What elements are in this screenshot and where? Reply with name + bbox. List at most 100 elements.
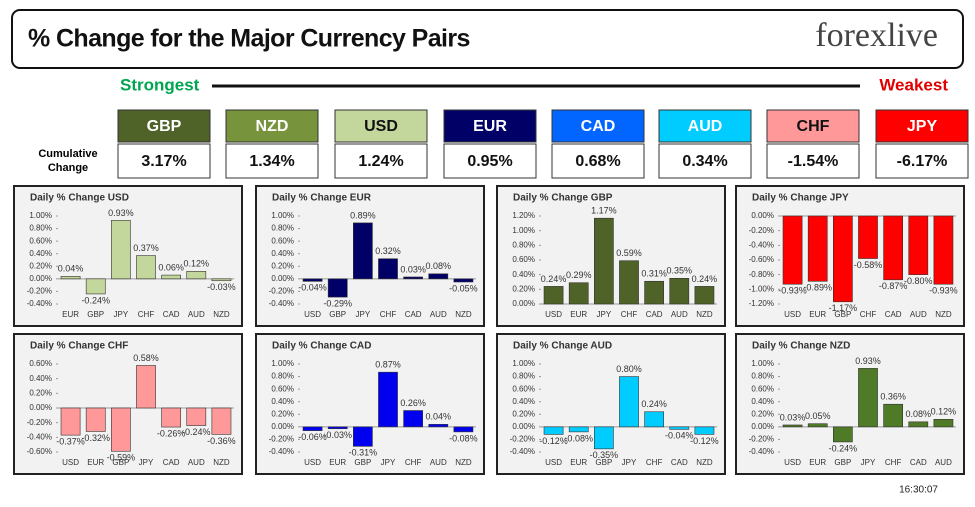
value-label: 0.37% xyxy=(133,243,159,253)
bar xyxy=(111,220,131,280)
x-tick-label: CHF xyxy=(885,458,902,467)
x-tick-label: CAD xyxy=(671,458,688,467)
y-tick-label: 0.40% xyxy=(271,397,294,406)
bar xyxy=(858,368,878,428)
value-label: -0.58% xyxy=(854,260,883,270)
y-tick-label: -0.80% xyxy=(749,270,774,279)
x-tick-label: CHF xyxy=(860,310,877,319)
value-label: 0.08% xyxy=(906,409,932,419)
bar xyxy=(644,411,664,428)
value-label: 0.87% xyxy=(375,360,401,370)
bar xyxy=(694,286,715,305)
chart-title: Daily % Change CAD xyxy=(272,341,371,352)
y-tick-label: -0.20% xyxy=(749,435,774,444)
value-label: -0.36% xyxy=(207,436,236,446)
y-tick-label: 0.00% xyxy=(271,422,294,431)
change-value: 1.24% xyxy=(358,153,403,170)
value-label: 0.32% xyxy=(375,246,401,256)
value-label: 0.36% xyxy=(880,392,906,402)
x-tick-label: GBP xyxy=(112,458,129,467)
x-tick-label: EUR xyxy=(809,458,826,467)
value-label: -0.12% xyxy=(539,436,568,446)
value-label: -0.24% xyxy=(182,427,211,437)
change-cell xyxy=(658,143,752,179)
x-tick-label: CHF xyxy=(405,458,422,467)
value-label: 0.58% xyxy=(133,353,159,363)
chart-title: Daily % Change USD xyxy=(30,193,129,204)
change-cell xyxy=(334,143,428,179)
value-label: 0.24% xyxy=(641,399,667,409)
bar xyxy=(136,365,156,409)
x-tick-label: USD xyxy=(62,458,79,467)
y-tick-label: -0.20% xyxy=(27,418,52,427)
x-tick-label: JPY xyxy=(861,458,876,467)
y-tick-label: 1.00% xyxy=(751,359,774,368)
x-tick-label: CAD xyxy=(885,310,902,319)
y-tick-label: 0.00% xyxy=(29,274,52,283)
chart-title: Daily % Change JPY xyxy=(752,193,849,204)
currency-name: EUR xyxy=(473,118,507,135)
currency-name: GBP xyxy=(147,118,182,135)
y-tick-label: 0.80% xyxy=(512,372,535,381)
value-label: -0.32% xyxy=(81,433,110,443)
bar xyxy=(428,273,449,280)
bar xyxy=(933,419,954,428)
y-tick-label: 0.60% xyxy=(29,359,52,368)
bar xyxy=(378,371,398,428)
value-label: 0.24% xyxy=(692,274,718,284)
y-tick-label: 0.60% xyxy=(29,236,52,245)
x-tick-label: AUD xyxy=(671,310,688,319)
value-label: -0.03% xyxy=(323,430,352,440)
currency-header xyxy=(766,109,860,143)
bar xyxy=(782,215,803,285)
x-tick-label: JPY xyxy=(381,458,396,467)
bar xyxy=(858,215,878,259)
value-label: -0.06% xyxy=(298,432,327,442)
x-tick-label: USD xyxy=(304,458,321,467)
chart-panel xyxy=(255,333,485,475)
value-label: 0.59% xyxy=(616,248,642,258)
bar xyxy=(807,215,828,282)
currency-header xyxy=(658,109,752,143)
bar xyxy=(807,423,828,428)
x-tick-label: CAD xyxy=(163,458,180,467)
chart-title: Daily % Change AUD xyxy=(513,341,612,352)
x-tick-label: CHF xyxy=(138,310,155,319)
x-tick-label: USD xyxy=(545,310,562,319)
y-tick-label: 0.60% xyxy=(751,384,774,393)
y-tick-label: 1.00% xyxy=(512,359,535,368)
x-tick-label: NZD xyxy=(213,310,230,319)
bar xyxy=(353,222,373,280)
bar xyxy=(211,278,232,282)
value-label: -0.08% xyxy=(564,433,593,443)
strongest-label: Strongest xyxy=(120,75,200,94)
bar xyxy=(644,280,664,305)
y-tick-label: 0.80% xyxy=(751,372,774,381)
x-tick-label: GBP xyxy=(595,458,612,467)
bar xyxy=(327,278,348,298)
y-tick-label: 0.00% xyxy=(29,403,52,412)
currency-header xyxy=(117,109,211,143)
change-value: 3.17% xyxy=(141,153,186,170)
value-label: 0.03% xyxy=(400,264,426,274)
y-tick-label: 0.40% xyxy=(512,270,535,279)
bar xyxy=(60,276,81,280)
x-tick-label: USD xyxy=(784,310,801,319)
x-tick-label: AUD xyxy=(430,310,447,319)
y-tick-label: -0.20% xyxy=(749,226,774,235)
y-tick-label: -0.60% xyxy=(749,255,774,264)
y-tick-label: -0.40% xyxy=(510,447,535,456)
value-label: -0.26% xyxy=(157,428,186,438)
currency-header xyxy=(875,109,969,143)
bar xyxy=(568,426,589,433)
value-label: 0.08% xyxy=(426,261,452,271)
y-tick-label: -0.20% xyxy=(27,287,52,296)
x-tick-label: CAD xyxy=(910,458,927,467)
value-label: 1.17% xyxy=(591,206,617,216)
bar xyxy=(782,424,803,428)
bar xyxy=(543,426,564,435)
value-label: 0.93% xyxy=(108,208,134,218)
y-tick-label: 0.00% xyxy=(512,299,535,308)
value-label: -0.05% xyxy=(449,283,478,293)
y-tick-label: -0.40% xyxy=(27,432,52,441)
